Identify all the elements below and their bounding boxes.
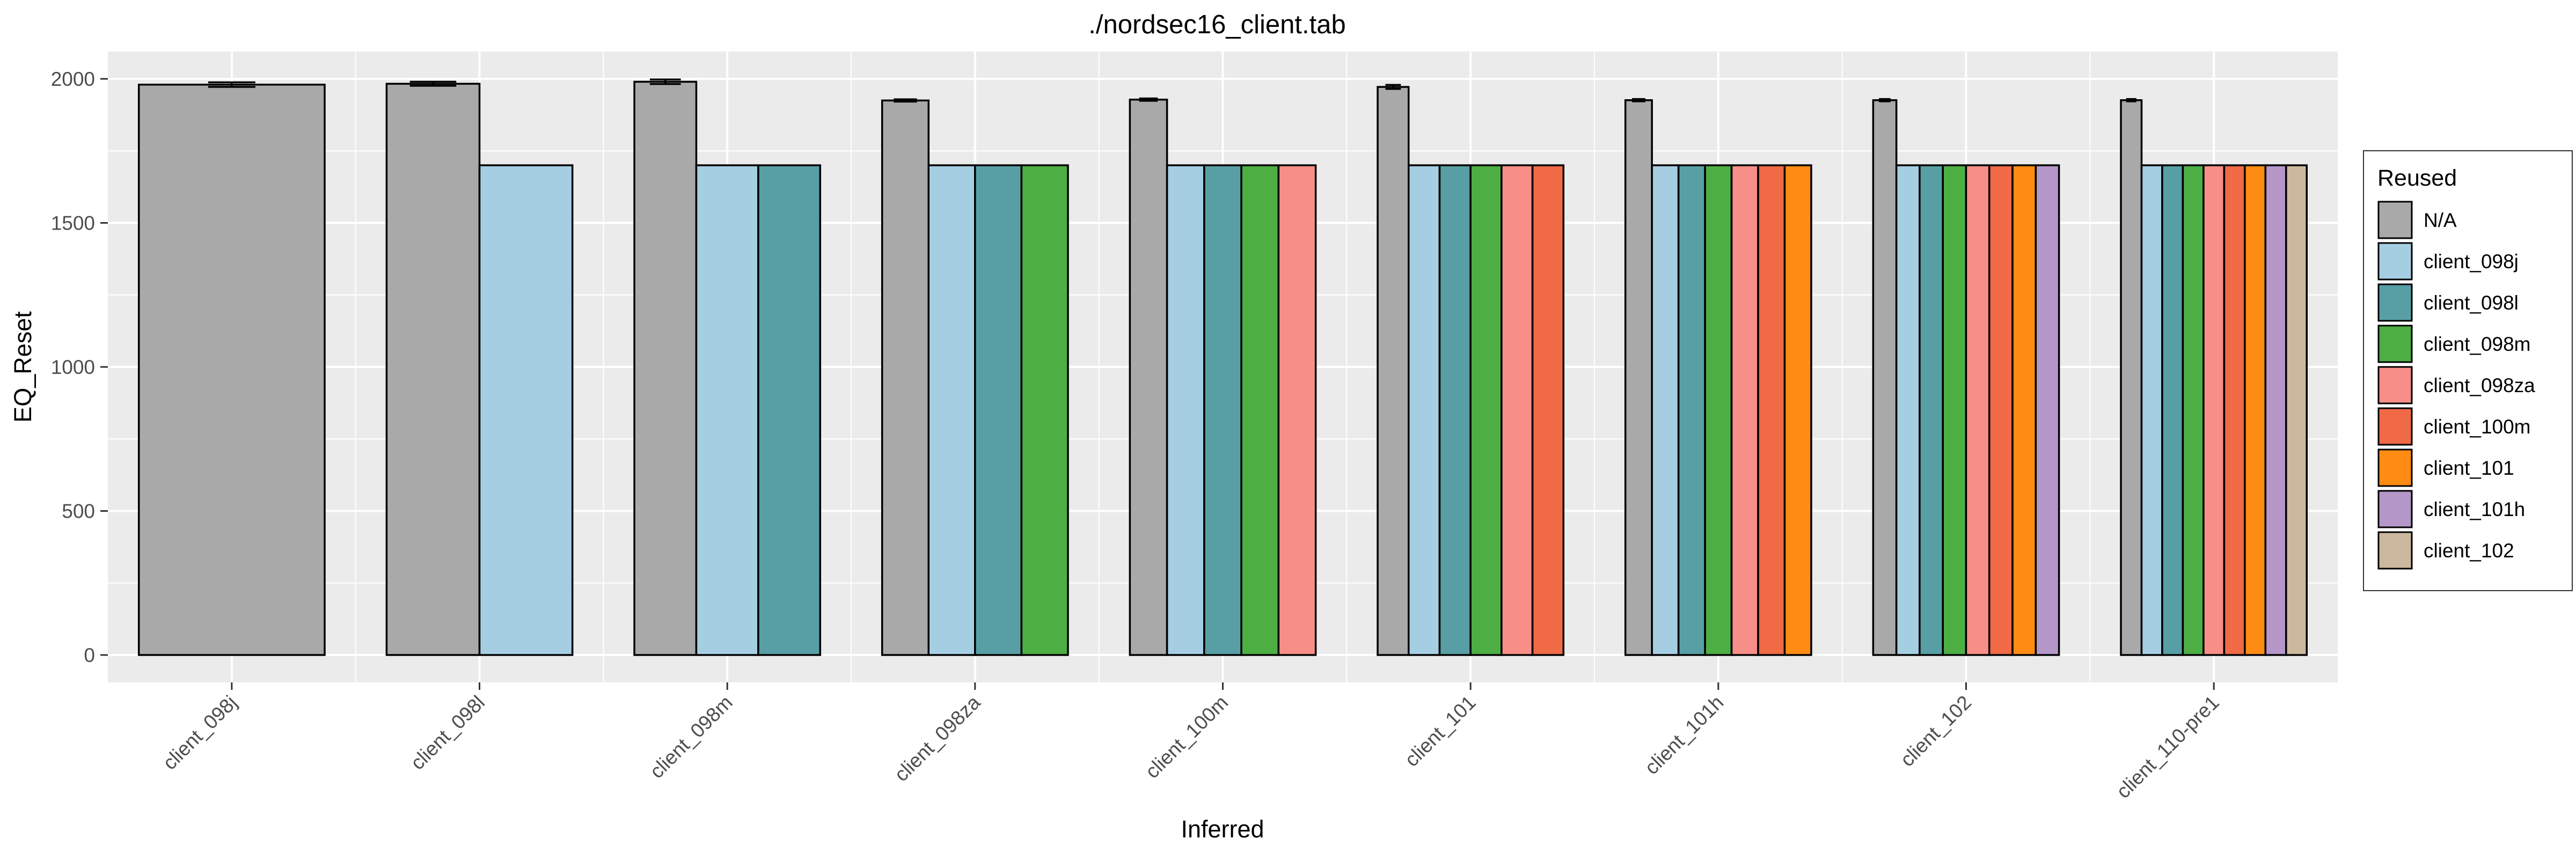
bar <box>1872 99 1898 656</box>
bar <box>927 164 976 656</box>
x-tick-label: client_098l <box>406 691 489 774</box>
bar <box>1240 164 1280 656</box>
x-tick-label: client_098j <box>158 691 241 774</box>
bar <box>1965 164 1990 656</box>
legend-key <box>2377 531 2413 570</box>
bar <box>1730 164 1759 656</box>
x-axis-title: Inferred <box>1181 815 1264 843</box>
bar <box>633 80 698 656</box>
bar <box>1531 164 1565 656</box>
bar <box>385 83 481 656</box>
x-tick-label: client_098za <box>890 691 985 785</box>
legend-label: client_102 <box>2424 540 2514 562</box>
bar <box>137 84 326 656</box>
chart-title: ./nordsec16_client.tab <box>1088 10 1345 39</box>
bar <box>1203 164 1242 656</box>
y-tick-label: 0 <box>84 644 95 666</box>
bar <box>1408 164 1441 656</box>
x-tick-label: client_098m <box>646 691 737 783</box>
bar <box>1277 164 1317 656</box>
x-tick-label: client_101 <box>1401 691 1480 771</box>
bar <box>1166 164 1205 656</box>
bar <box>1895 164 1921 656</box>
legend-key <box>2377 242 2413 281</box>
y-tick-label: 1000 <box>51 356 95 378</box>
x-tick-label: client_102 <box>1896 691 1975 771</box>
legend-key <box>2377 490 2413 528</box>
legend-label: client_101 <box>2424 457 2514 479</box>
y-axis: 0 500 1000 1500 2000 <box>51 68 108 666</box>
bar <box>1438 164 1472 656</box>
bar <box>1624 99 1653 656</box>
x-tick-label: client_101h <box>1641 691 1728 779</box>
y-axis-title: EQ_Reset <box>9 311 36 423</box>
legend-label: client_098l <box>2424 292 2519 314</box>
bar <box>757 164 822 656</box>
y-tick-label: 1500 <box>51 212 95 234</box>
bar <box>2264 164 2287 656</box>
bar <box>2035 164 2060 656</box>
bar <box>974 164 1023 656</box>
x-axis: client_098j client_098l client_098m client_… <box>158 682 2223 803</box>
bar <box>2202 164 2226 656</box>
bar <box>1677 164 1706 656</box>
legend-key <box>2377 448 2413 487</box>
bar <box>2011 164 2037 656</box>
legend-title: Reused <box>2377 165 2457 191</box>
x-tick-label: client_100m <box>1141 691 1232 783</box>
bar <box>1919 164 1944 656</box>
bars-group <box>137 80 2308 656</box>
bar <box>2223 164 2246 656</box>
bar <box>2285 164 2308 656</box>
legend: Reused N/A client_098j client_098l client_0… <box>2363 150 2573 591</box>
legend-key <box>2377 366 2413 404</box>
bar <box>2182 164 2205 656</box>
x-tick-label: client_110-pre1 <box>2112 691 2223 803</box>
legend-label: client_098j <box>2424 251 2519 273</box>
legend-label: client_098za <box>2424 374 2535 396</box>
bar <box>1469 164 1503 656</box>
bar <box>1651 164 1680 656</box>
bar <box>2161 164 2184 656</box>
legend-label: client_101h <box>2424 498 2525 520</box>
legend-key <box>2377 201 2413 239</box>
bar <box>478 164 574 656</box>
legend-key <box>2377 407 2413 446</box>
bar <box>2120 99 2143 656</box>
bar <box>1377 86 1410 656</box>
y-tick-label: 500 <box>62 500 95 522</box>
bar <box>2140 164 2163 656</box>
y-tick-label: 2000 <box>51 68 95 90</box>
bar <box>2244 164 2267 656</box>
bar <box>1783 164 1812 656</box>
legend-key <box>2377 283 2413 322</box>
bar <box>695 164 759 656</box>
legend-items: N/A client_098j client_098l client_098mclie… <box>2377 201 2535 570</box>
error-bars-group <box>208 78 2136 103</box>
bar <box>881 99 930 656</box>
legend-label: client_100m <box>2424 416 2531 438</box>
bar <box>1020 164 1069 656</box>
bar <box>1757 164 1786 656</box>
bar <box>1942 164 1967 656</box>
bar <box>1988 164 2014 656</box>
bar <box>1501 164 1534 656</box>
legend-label: N/A <box>2424 209 2457 231</box>
legend-key <box>2377 325 2413 363</box>
legend-label: client_098m <box>2424 333 2531 355</box>
bar <box>1129 98 1168 656</box>
bar <box>1704 164 1733 656</box>
